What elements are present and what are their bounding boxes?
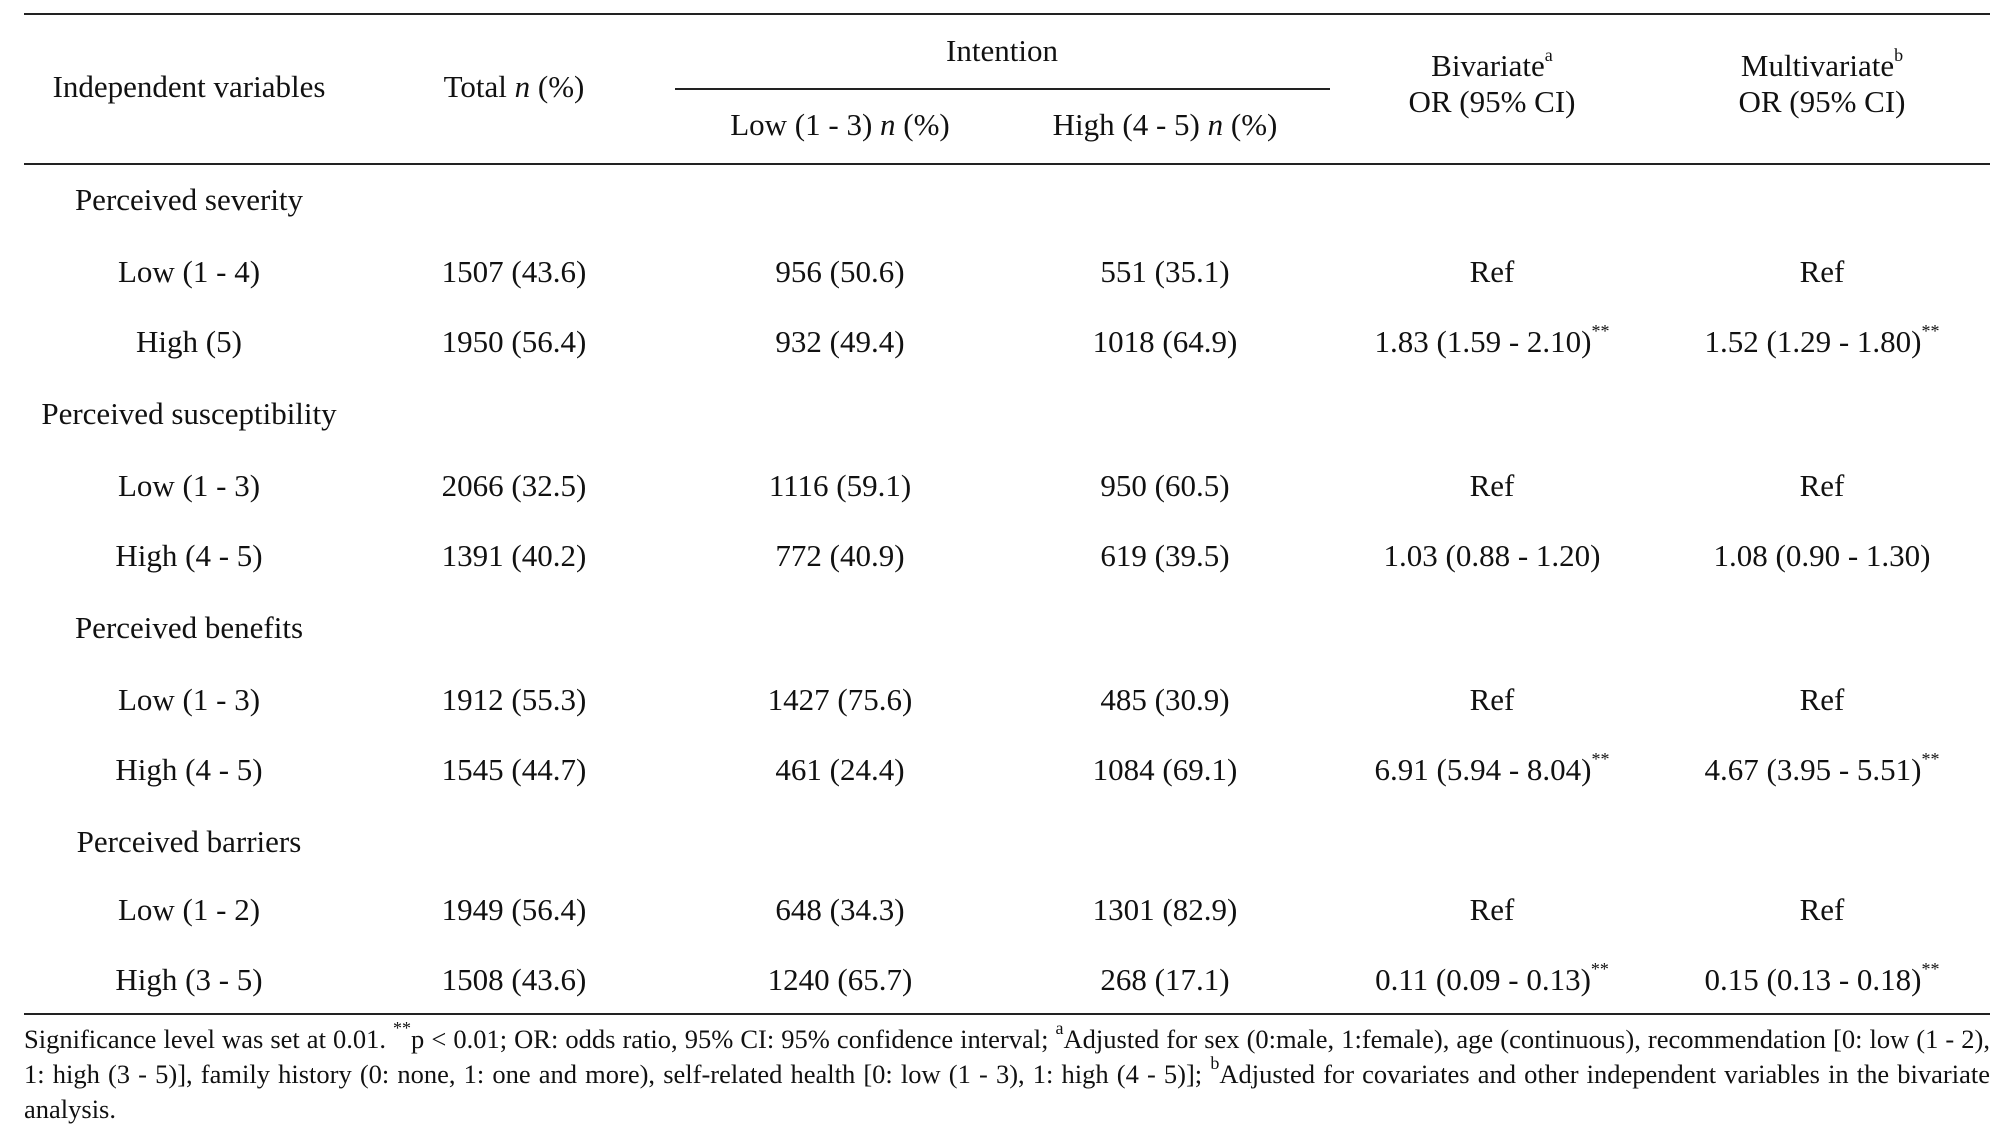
cell-low: 648 (34.3) [775,892,905,927]
row-label: High (3 - 5) [115,962,263,997]
cell-multivariate: 4.67 (3.95 - 5.51)** [1704,748,1940,787]
row-label: High (4 - 5) [115,752,263,787]
header-intention: Intention [946,33,1058,68]
cell-low: 932 (49.4) [775,324,905,359]
cell-high: 551 (35.1) [1100,254,1230,289]
group-title: Perceived susceptibility [41,396,337,431]
row-label: Low (1 - 4) [117,254,261,289]
cell-total: 1950 (56.4) [441,324,587,359]
table-footnote: Significance level was set at 0.01. **p … [24,1018,1991,1124]
cell-multivariate: 1.52 (1.29 - 1.80)** [1704,320,1940,359]
cell-low: 1240 (65.7) [767,962,913,997]
cell-total: 1912 (55.3) [441,682,587,717]
cell-bivariate: Ref [1469,468,1515,503]
cell-total: 2066 (32.5) [441,468,587,503]
cell-low: 1116 (59.1) [768,468,912,503]
cell-bivariate: 6.91 (5.94 - 8.04)** [1374,748,1610,787]
header-bivariate: Bivariatea OR (95% CI) [1408,44,1576,119]
cell-high: 268 (17.1) [1100,962,1230,997]
intention-rule [675,88,1330,90]
cell-total: 1391 (40.2) [441,538,587,573]
cell-total: 1508 (43.6) [441,962,587,997]
header-intention-low: Low (1 - 3) n (%) [730,107,950,142]
cell-total: 1507 (43.6) [441,254,587,289]
cell-low: 956 (50.6) [775,254,905,289]
cell-high: 619 (39.5) [1100,538,1230,573]
cell-high: 1084 (69.1) [1092,752,1238,787]
cell-low: 461 (24.4) [775,752,905,787]
cell-bivariate: 0.11 (0.09 - 0.13)** [1375,958,1609,997]
row-label: Low (1 - 2) [117,892,261,927]
row-label: Low (1 - 3) [117,468,261,503]
cell-multivariate: Ref [1799,682,1845,717]
header-multivariate: Multivariateb OR (95% CI) [1738,44,1906,119]
cell-bivariate: Ref [1469,682,1515,717]
row-label: Low (1 - 3) [117,682,261,717]
group-title: Perceived severity [74,182,304,217]
table-bottom-rule [24,1013,1990,1015]
cell-multivariate: 1.08 (0.90 - 1.30) [1713,538,1931,573]
cell-low: 772 (40.9) [775,538,905,573]
row-label: High (4 - 5) [115,538,263,573]
cell-total: 1949 (56.4) [441,892,587,927]
header-independent-variables: Independent variables [52,69,326,104]
cell-high: 1018 (64.9) [1092,324,1238,359]
cell-low: 1427 (75.6) [767,682,913,717]
header-bottom-rule [24,163,1990,165]
cell-multivariate: 0.15 (0.13 - 0.18)** [1704,958,1940,997]
cell-high: 1301 (82.9) [1092,892,1238,927]
cell-bivariate: 1.03 (0.88 - 1.20) [1383,538,1601,573]
cell-high: 485 (30.9) [1100,682,1230,717]
cell-bivariate: Ref [1469,892,1515,927]
group-title: Perceived benefits [74,610,304,645]
header-intention-high: High (4 - 5) n (%) [1052,107,1278,142]
cell-multivariate: Ref [1799,468,1845,503]
header-total: Total n (%) [443,69,585,104]
cell-bivariate: Ref [1469,254,1515,289]
group-title: Perceived barriers [76,824,302,859]
cell-total: 1545 (44.7) [441,752,587,787]
cell-high: 950 (60.5) [1100,468,1230,503]
cell-bivariate: 1.83 (1.59 - 2.10)** [1374,320,1610,359]
cell-multivariate: Ref [1799,892,1845,927]
row-label: High (5) [136,324,242,359]
cell-multivariate: Ref [1799,254,1845,289]
top-rule [24,13,1990,15]
